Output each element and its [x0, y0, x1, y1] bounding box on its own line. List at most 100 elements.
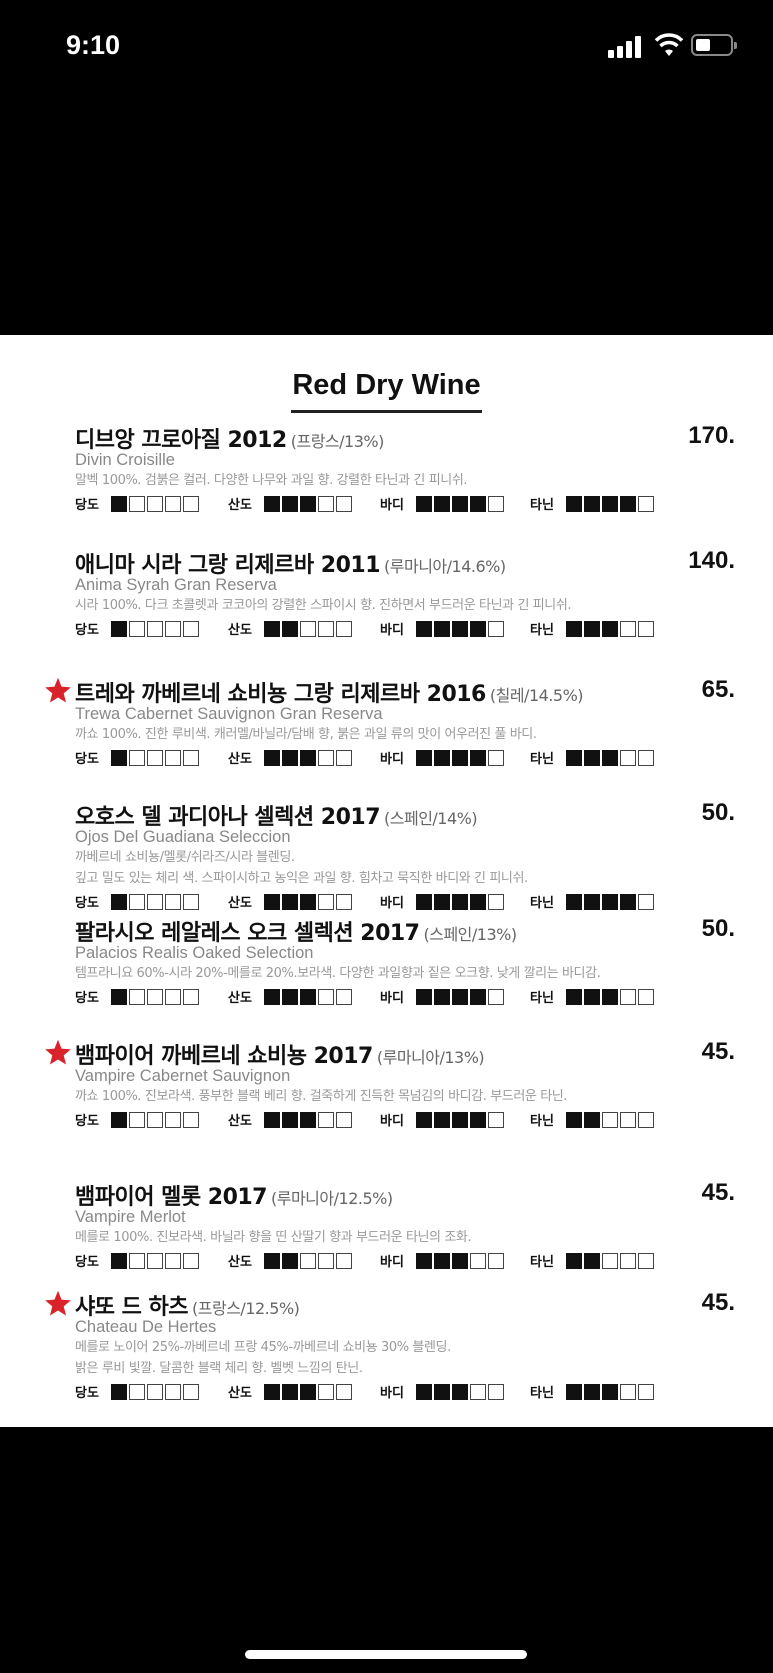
- wine-english-name: Chateau De Hertes: [75, 1318, 217, 1336]
- filled-rating-box: [111, 495, 127, 512]
- filled-rating-box: [300, 893, 316, 910]
- filled-rating-box: [434, 1111, 450, 1128]
- empty-rating-box: [638, 1383, 654, 1400]
- rating-1: 산도: [228, 1110, 354, 1129]
- wine-price: 45.: [701, 1179, 735, 1206]
- filled-rating-box: [566, 620, 582, 637]
- filled-rating-box: [416, 1252, 432, 1269]
- rating-label: 바디: [380, 623, 404, 638]
- empty-rating-box: [147, 1383, 163, 1400]
- clock: 9:10: [66, 30, 121, 60]
- rating-1: 산도: [228, 748, 354, 767]
- wine-english-name: Divin Croisille: [75, 451, 175, 469]
- empty-rating-box: [638, 495, 654, 512]
- wine-origin: (칠레/14.5%): [489, 686, 584, 705]
- empty-rating-box: [165, 620, 181, 637]
- empty-rating-box: [336, 1111, 352, 1128]
- rating-1: 산도: [228, 892, 354, 911]
- battery-icon: [691, 34, 737, 56]
- empty-rating-box: [183, 1252, 199, 1269]
- filled-rating-box: [434, 1383, 450, 1400]
- filled-rating-box: [264, 495, 280, 512]
- empty-rating-box: [318, 1111, 334, 1128]
- wine-ratings: 당도 산도 바디 타닌: [75, 619, 695, 638]
- filled-rating-box: [264, 1383, 280, 1400]
- rating-0: 당도: [75, 892, 201, 911]
- empty-rating-box: [129, 495, 145, 512]
- empty-rating-box: [336, 893, 352, 910]
- empty-rating-box: [318, 893, 334, 910]
- filled-rating-box: [434, 893, 450, 910]
- empty-rating-box: [488, 1383, 504, 1400]
- filled-rating-box: [282, 749, 298, 766]
- rating-0: 당도: [75, 1110, 201, 1129]
- rating-label: 당도: [75, 498, 99, 513]
- filled-rating-box: [416, 749, 432, 766]
- rating-2: 바디: [380, 1110, 506, 1129]
- rating-0: 당도: [75, 1382, 201, 1401]
- rating-3: 타닌: [530, 892, 656, 911]
- empty-rating-box: [602, 1111, 618, 1128]
- wine-menu-page: Red Dry Wine 디브앙 끄로아질 2012 (프랑스/13%) 170. D…: [0, 335, 773, 1427]
- rating-0: 당도: [75, 619, 201, 638]
- rating-label: 당도: [75, 623, 99, 638]
- rating-1: 산도: [228, 1251, 354, 1270]
- filled-rating-box: [111, 1111, 127, 1128]
- rating-label: 바디: [380, 1386, 404, 1401]
- filled-rating-box: [111, 620, 127, 637]
- filled-rating-box: [602, 893, 618, 910]
- filled-rating-box: [282, 893, 298, 910]
- wine-price: 45.: [701, 1038, 735, 1065]
- empty-rating-box: [620, 988, 636, 1005]
- empty-rating-box: [129, 620, 145, 637]
- rating-label: 당도: [75, 1386, 99, 1401]
- wine-name: 뱀파이어 멜롯 2017 (루마니아/12.5%): [75, 1185, 393, 1210]
- wine-description: 밝은 루비 빛깔. 달콤한 블랙 체리 향. 벨벳 느낌의 탄닌.: [75, 1361, 363, 1376]
- filled-rating-box: [566, 988, 582, 1005]
- filled-rating-box: [282, 620, 298, 637]
- empty-rating-box: [129, 988, 145, 1005]
- rating-label: 바디: [380, 896, 404, 911]
- rating-2: 바디: [380, 892, 506, 911]
- filled-rating-box: [282, 988, 298, 1005]
- filled-rating-box: [264, 749, 280, 766]
- wine-description: 메를로 노이어 25%-까베르네 프랑 45%-까베르네 쇼비뇽 30% 블렌딩…: [75, 1340, 451, 1355]
- empty-rating-box: [300, 1252, 316, 1269]
- empty-rating-box: [165, 749, 181, 766]
- wine-origin: (루마니아/14.6%): [384, 557, 506, 576]
- rating-label: 당도: [75, 1114, 99, 1129]
- home-indicator[interactable]: [245, 1650, 527, 1659]
- wifi-icon: [654, 33, 684, 56]
- filled-rating-box: [602, 495, 618, 512]
- wine-ratings: 당도 산도 바디 타닌: [75, 1110, 695, 1129]
- empty-rating-box: [318, 988, 334, 1005]
- empty-rating-box: [183, 620, 199, 637]
- empty-rating-box: [336, 749, 352, 766]
- filled-rating-box: [111, 1252, 127, 1269]
- rating-label: 타닌: [530, 498, 554, 513]
- empty-rating-box: [488, 1252, 504, 1269]
- rating-0: 당도: [75, 748, 201, 767]
- rating-label: 산도: [228, 752, 252, 767]
- wine-price: 140.: [688, 547, 735, 574]
- empty-rating-box: [129, 749, 145, 766]
- filled-rating-box: [452, 620, 468, 637]
- filled-rating-box: [602, 749, 618, 766]
- filled-rating-box: [566, 495, 582, 512]
- wine-name: 트레와 까베르네 쇼비뇽 그랑 리제르바 2016 (칠레/14.5%): [75, 682, 584, 707]
- star-icon: [45, 677, 71, 703]
- empty-rating-box: [165, 893, 181, 910]
- rating-label: 산도: [228, 623, 252, 638]
- filled-rating-box: [566, 1252, 582, 1269]
- star-icon: [45, 1290, 71, 1316]
- filled-rating-box: [434, 620, 450, 637]
- empty-rating-box: [638, 893, 654, 910]
- empty-rating-box: [318, 495, 334, 512]
- rating-0: 당도: [75, 494, 201, 513]
- empty-rating-box: [638, 1252, 654, 1269]
- empty-rating-box: [147, 893, 163, 910]
- rating-1: 산도: [228, 619, 354, 638]
- empty-rating-box: [336, 620, 352, 637]
- empty-rating-box: [336, 1252, 352, 1269]
- wine-price: 170.: [688, 422, 735, 449]
